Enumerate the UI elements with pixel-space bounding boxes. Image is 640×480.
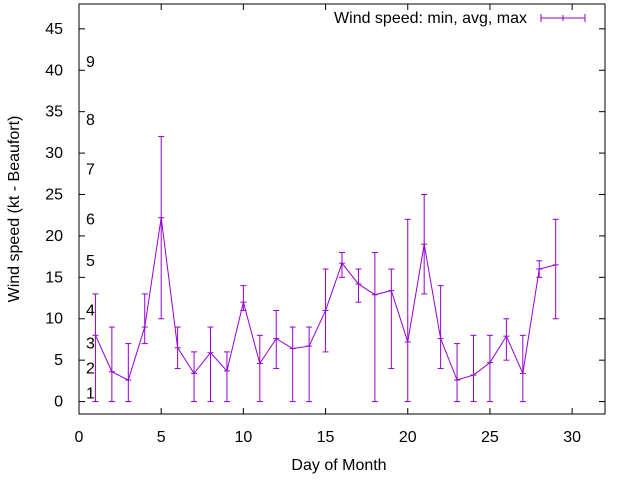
x-axis: 0 5 10 15 20 25 30 xyxy=(75,4,581,446)
y-tick-label-30: 30 xyxy=(45,145,63,162)
legend-label: Wind speed: min, avg, max xyxy=(334,10,527,27)
x-tick-label-25: 25 xyxy=(481,429,499,446)
legend: Wind speed: min, avg, max xyxy=(334,10,586,27)
y-tick-label-15: 15 xyxy=(45,269,63,286)
beaufort-label-4: 4 xyxy=(86,302,95,319)
y-tick-label-0: 0 xyxy=(54,394,63,411)
y-tick-label-45: 45 xyxy=(45,21,63,38)
beaufort-scale-labels: 1 2 3 4 5 6 7 8 9 xyxy=(86,54,95,402)
x-tick-label-10: 10 xyxy=(234,429,252,446)
x-tick-label-5: 5 xyxy=(157,429,166,446)
beaufort-label-8: 8 xyxy=(86,112,95,129)
beaufort-label-3: 3 xyxy=(86,336,95,353)
beaufort-label-1: 1 xyxy=(86,385,95,402)
x-tick-label-0: 0 xyxy=(75,429,84,446)
beaufort-label-9: 9 xyxy=(86,54,95,71)
plot-area-border xyxy=(78,3,606,415)
beaufort-label-5: 5 xyxy=(86,253,95,270)
y-tick-label-35: 35 xyxy=(45,104,63,121)
y-axis-label: Wind speed (kt - Beaufort) xyxy=(6,116,23,303)
x-tick-label-30: 30 xyxy=(563,429,581,446)
series-wind-speed xyxy=(92,136,559,403)
y-tick-label-25: 25 xyxy=(45,187,63,204)
y-tick-label-40: 40 xyxy=(45,62,63,79)
y-tick-label-5: 5 xyxy=(54,352,63,369)
beaufort-label-6: 6 xyxy=(86,211,95,228)
x-tick-label-20: 20 xyxy=(399,429,417,446)
x-tick-label-15: 15 xyxy=(317,429,335,446)
x-axis-label: Day of Month xyxy=(291,457,386,474)
beaufort-label-7: 7 xyxy=(86,162,95,179)
beaufort-label-2: 2 xyxy=(86,360,95,377)
y-tick-label-10: 10 xyxy=(45,311,63,328)
y-tick-label-20: 20 xyxy=(45,228,63,245)
